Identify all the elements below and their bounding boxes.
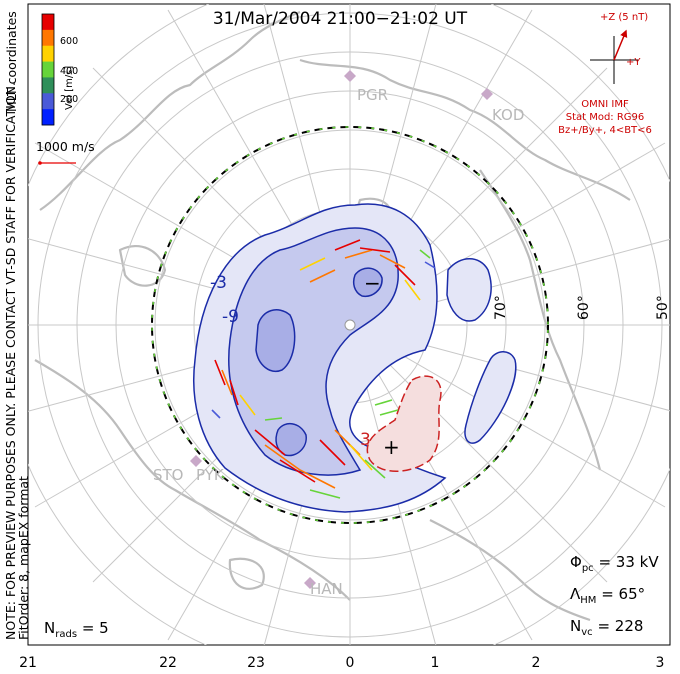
colorbar-segment [42, 109, 54, 126]
coastline-southeast [429, 519, 591, 622]
island-south [228, 557, 265, 590]
potential-minimum-marker: − [364, 271, 381, 295]
mlt-tick-22: 22 [159, 655, 177, 671]
colorbar-segment [42, 14, 54, 31]
vector [229, 379, 239, 406]
vector [404, 279, 421, 301]
negative-cell [193, 203, 517, 513]
vector [374, 399, 393, 406]
coastline-north [299, 58, 631, 201]
colorbar-border [41, 13, 55, 126]
vector [309, 269, 336, 283]
mlt-tick-23: 23 [247, 655, 265, 671]
vector [299, 257, 326, 271]
station-marker-pgr [344, 70, 356, 82]
contour-label-minus9: -9 [222, 307, 239, 327]
mlt-tick-1: 1 [430, 655, 440, 671]
velocity-colorbar [42, 14, 54, 126]
vector [299, 469, 336, 489]
station-label-han: HAN [310, 580, 343, 598]
imf-y-label: +Y [626, 57, 641, 68]
vector [254, 429, 286, 456]
imf-dial [590, 29, 638, 84]
reference-vector-origin [38, 161, 42, 165]
vector [364, 459, 386, 479]
mlt-tick-3: 3 [655, 655, 665, 671]
hm-latitude: ΛHM = 65° [570, 585, 646, 606]
negative-patch-east [446, 258, 492, 322]
cross-polar-potential: Φpc = 33 kV [570, 553, 659, 574]
reference-vector-label: 1000 m/s [36, 139, 95, 154]
station-label-sto: STO [153, 466, 184, 484]
positive-cell [366, 375, 442, 472]
radar-count: Nrads = 5 [44, 619, 109, 640]
imf-model: Stat Mod: RG96 [565, 112, 645, 123]
coastline-east [479, 169, 602, 471]
latitude-label-50: 50° [655, 295, 671, 320]
vector [264, 417, 283, 421]
negative-contour-inner [255, 309, 296, 372]
coastline-southwest [34, 359, 351, 601]
vector [279, 459, 316, 483]
colorbar-segment [42, 29, 54, 47]
imf-z-label: +Z (5 nT) [600, 12, 649, 23]
positive-contour [366, 375, 442, 472]
vector [349, 444, 373, 471]
colorbar-tick-200: 200 [60, 94, 79, 105]
colorbar-tick-400: 400 [60, 66, 79, 77]
station-label-pyk: PYK [196, 466, 224, 484]
vector [379, 409, 399, 416]
colorbar-segment [42, 45, 54, 62]
station-marker-kod [481, 88, 493, 100]
station-markers [190, 70, 493, 589]
pole-marker [344, 319, 356, 331]
coastline-northwest [39, 10, 301, 211]
latitude-label-60: 60° [576, 295, 592, 320]
contour-label-minus3: -3 [210, 273, 227, 293]
imf-condition: Bz+/By+, 4<BT<6 [558, 125, 652, 136]
vector [394, 264, 416, 286]
potential-maximum-marker: + [383, 435, 400, 459]
island-west [118, 245, 167, 287]
vector [334, 239, 361, 251]
mlt-tick-0: 0 [345, 655, 355, 671]
vector [379, 254, 406, 269]
hm-boundary [151, 126, 549, 524]
station-marker-han [304, 577, 316, 589]
vector [214, 359, 226, 386]
chart-title: 31/Mar/2004 21:00−21:02 UT [212, 9, 468, 29]
vector [424, 261, 436, 269]
station-label-pgr: PGR [357, 86, 389, 104]
vector [419, 249, 431, 259]
vector [264, 444, 301, 471]
negative-contour-lobe-south [275, 423, 307, 457]
colorbar-segment [42, 61, 54, 78]
vector [359, 247, 391, 253]
vector [221, 369, 233, 396]
negative-patch-southeast [464, 351, 517, 444]
latitude-label-70: 70° [493, 295, 509, 320]
coordinates-label: MLT coordinates [4, 11, 19, 112]
vector [319, 439, 346, 466]
velocity-vectors [211, 239, 436, 499]
colorbar-segment [42, 77, 54, 94]
vector-count: Nvc = 228 [570, 617, 644, 638]
colorbar-segment [42, 93, 54, 110]
imf-vector [613, 29, 628, 61]
negative-contour-core [352, 267, 383, 298]
vector [239, 394, 256, 416]
vector [344, 249, 373, 259]
station-label-kod: KOD [492, 106, 525, 124]
vector [211, 409, 221, 419]
vector [309, 489, 341, 499]
imf-source: OMNI IMF [581, 99, 629, 110]
mlt-tick-21: 21 [19, 655, 37, 671]
mlt-tick-2: 2 [531, 655, 541, 671]
colorbar-tick-600: 600 [60, 36, 79, 47]
contour-label-plus3: 3 [360, 430, 371, 450]
station-marker-sto [190, 455, 202, 467]
